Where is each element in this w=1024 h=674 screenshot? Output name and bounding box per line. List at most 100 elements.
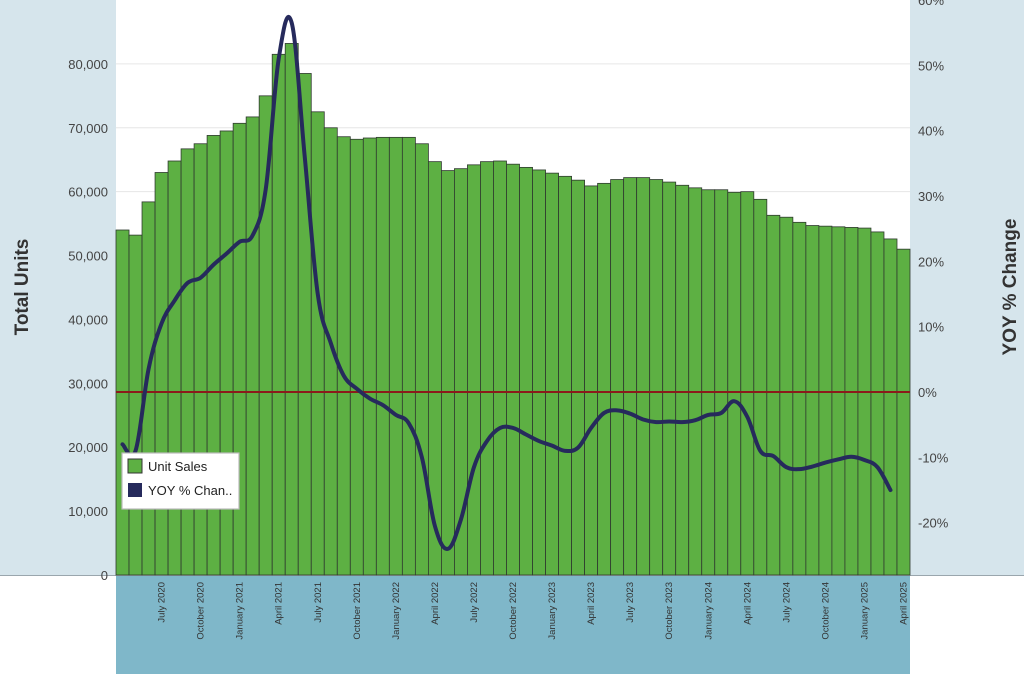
bar — [467, 164, 481, 576]
left-tick-label: 80,000 — [68, 57, 108, 72]
x-tick-label: July 2024 — [781, 582, 792, 623]
right-tick-label: 0% — [918, 385, 937, 400]
x-tick-label: April 2024 — [742, 582, 753, 625]
left-tick-label: 60,000 — [68, 185, 108, 200]
bar — [310, 111, 325, 576]
bar — [245, 116, 260, 576]
bar — [740, 191, 755, 576]
x-tick-label: July 2023 — [625, 582, 636, 623]
bar — [115, 229, 130, 576]
x-tick-label: October 2022 — [508, 582, 519, 640]
bar — [610, 179, 625, 576]
bar — [336, 136, 351, 576]
x-axis-panel — [116, 576, 910, 674]
bar — [571, 179, 585, 576]
left-tick-label: 0 — [101, 568, 108, 583]
bar — [271, 53, 286, 576]
x-tick-label: October 2023 — [664, 582, 675, 640]
left-axis-panel — [0, 0, 116, 575]
x-tick-label: July 2022 — [469, 582, 480, 623]
x-tick-label: January 2025 — [859, 582, 870, 640]
bar — [714, 189, 729, 576]
bar — [597, 182, 612, 576]
bar — [506, 163, 520, 576]
right-axis-panel — [910, 0, 1024, 575]
right-tick-label: 40% — [918, 124, 944, 139]
bar — [727, 191, 742, 576]
x-tick-label: January 2021 — [235, 582, 246, 640]
bar — [766, 214, 781, 576]
bar — [375, 136, 390, 576]
right-tick-label: -10% — [918, 450, 949, 465]
legend-swatch-yoy-change — [128, 483, 142, 497]
x-tick-label: January 2023 — [547, 582, 558, 640]
x-tick-label: July 2020 — [157, 582, 168, 623]
x-axis-ticks: July 2020 October 2020 January 2021 April 2… — [157, 582, 910, 640]
legend-label-yoy-change: YOY % Chan.. — [148, 483, 232, 498]
bar — [167, 160, 182, 576]
bar — [844, 227, 859, 576]
left-axis-title: Total Units — [12, 239, 33, 336]
bar — [636, 177, 651, 576]
legend-swatch-unit-sales — [127, 458, 143, 474]
bar — [753, 198, 768, 576]
bar — [831, 226, 846, 576]
x-tick-label: October 2024 — [820, 582, 831, 640]
right-axis-title: YOY % Change — [1000, 219, 1021, 356]
bar — [180, 148, 195, 576]
x-tick-label: April 2023 — [586, 582, 597, 625]
bar — [388, 136, 403, 576]
bar — [675, 184, 690, 576]
x-tick-label: October 2020 — [196, 582, 207, 640]
bar — [805, 225, 820, 576]
bar — [193, 143, 208, 576]
x-tick-label: January 2024 — [703, 582, 714, 640]
left-tick-label: 70,000 — [68, 121, 108, 136]
bar — [128, 234, 143, 576]
bar — [857, 227, 872, 576]
bar — [818, 225, 833, 576]
bar — [532, 169, 546, 576]
bar — [688, 187, 703, 576]
x-tick-label: April 2021 — [274, 582, 285, 625]
legend: Unit Sales YOY % Chan.. — [121, 452, 240, 510]
bar — [258, 95, 273, 576]
left-tick-label: 20,000 — [68, 440, 108, 455]
x-tick-label: April 2022 — [430, 582, 441, 625]
left-tick-label: 10,000 — [68, 504, 108, 519]
left-tick-label: 50,000 — [68, 249, 108, 264]
bar — [649, 179, 664, 576]
legend-label-unit-sales: Unit Sales — [148, 459, 208, 474]
bar — [779, 216, 794, 576]
bar — [870, 231, 885, 576]
left-tick-label: 40,000 — [68, 312, 108, 327]
x-tick-label: January 2022 — [391, 582, 402, 640]
bar — [883, 238, 898, 576]
bar — [441, 170, 455, 576]
bar — [519, 166, 533, 576]
x-tick-label: October 2021 — [352, 582, 363, 640]
x-tick-label: April 2025 — [898, 582, 909, 625]
right-tick-label: -20% — [918, 516, 949, 531]
right-tick-label: 20% — [918, 254, 944, 269]
right-tick-label: 30% — [918, 189, 944, 204]
bar — [896, 248, 911, 576]
bar — [701, 189, 716, 576]
bar — [349, 138, 364, 576]
bar — [284, 43, 299, 576]
bar — [154, 172, 169, 576]
bar — [401, 136, 416, 576]
bar — [545, 172, 559, 576]
left-axis-ticks: 0 10,000 20,000 30,000 40,000 50,000 60,000 70,… — [68, 57, 108, 583]
bar — [662, 181, 677, 576]
bar — [584, 185, 599, 576]
bar — [480, 161, 494, 576]
right-tick-label: 60% — [918, 0, 944, 8]
yoy-change-line — [120, 14, 893, 551]
right-axis-ticks: -20% -10% 0% 10% 20% 30% 40% 50% 60% — [918, 0, 949, 531]
right-tick-label: 50% — [918, 58, 944, 73]
bar — [792, 221, 807, 576]
bar — [493, 160, 507, 576]
right-tick-label: 10% — [918, 320, 944, 335]
